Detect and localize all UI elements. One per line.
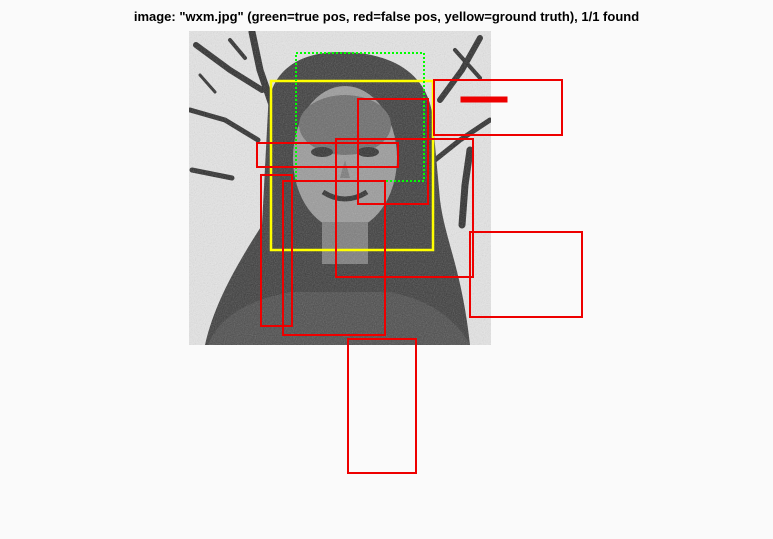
false-positive-box bbox=[357, 98, 429, 205]
figure-title: image: "wxm.jpg" (green=true pos, red=fa… bbox=[133, 9, 640, 24]
false-positive-box bbox=[347, 338, 417, 474]
false-positive-boxes bbox=[256, 79, 583, 474]
ground-truth-box bbox=[269, 79, 435, 252]
false-positive-box bbox=[335, 138, 474, 278]
false-positive-box bbox=[282, 180, 386, 336]
grayscale-photo bbox=[189, 31, 491, 345]
false-positive-box bbox=[433, 79, 563, 136]
false-positive-box bbox=[460, 96, 508, 103]
false-positive-box bbox=[256, 142, 399, 168]
false-positive-box bbox=[260, 174, 293, 327]
false-positive-box bbox=[469, 231, 583, 318]
